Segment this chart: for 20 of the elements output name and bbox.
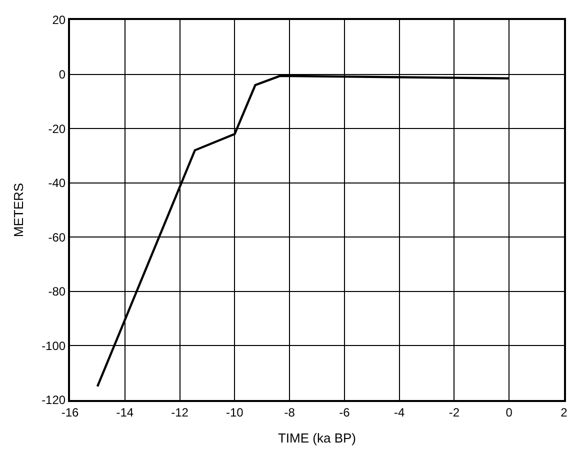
x-tick-label: -4	[394, 405, 405, 420]
x-axis-title: TIME (ka BP)	[278, 430, 356, 446]
y-axis-title: METERS	[11, 182, 26, 238]
y-tick-label: -120	[42, 393, 66, 408]
y-tick-label: -20	[48, 122, 66, 136]
x-tick-label: 0	[506, 405, 513, 420]
x-tick-label: -12	[171, 405, 189, 420]
y-tick-label: 0	[58, 67, 66, 82]
x-tick-label: -16	[61, 405, 79, 420]
x-tick-label: -14	[116, 405, 134, 420]
y-tick-label: -80	[48, 284, 66, 299]
x-tick-label: -6	[339, 405, 350, 420]
y-tick-label: 20	[52, 13, 66, 28]
y-tick-label: -40	[48, 176, 66, 190]
x-tick-label: -8	[284, 405, 296, 420]
y-tick-label: -100	[42, 338, 66, 353]
x-tick-label: -2	[448, 405, 460, 420]
y-tick-label: -60	[48, 230, 66, 244]
x-tick-label: -10	[226, 405, 244, 420]
x-tick-label: 2	[560, 405, 568, 420]
